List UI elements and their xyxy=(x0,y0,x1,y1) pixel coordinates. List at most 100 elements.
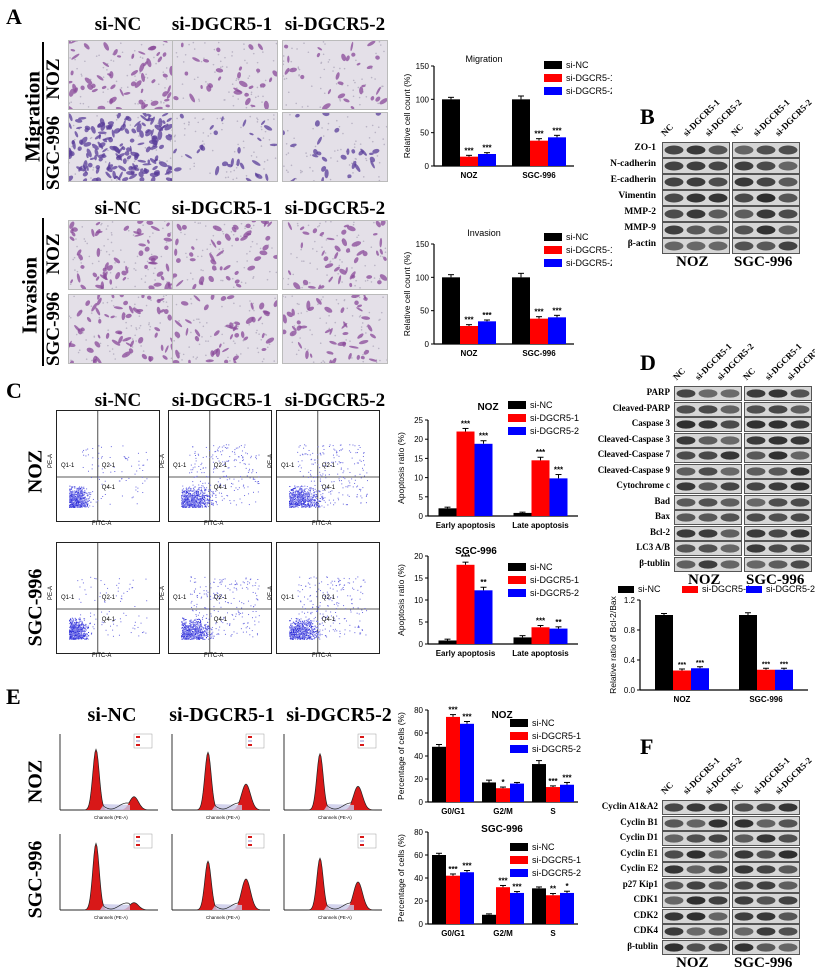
pore xyxy=(247,347,249,349)
pore xyxy=(88,106,90,108)
event xyxy=(314,495,315,496)
event xyxy=(203,467,204,468)
pore xyxy=(74,59,76,61)
band xyxy=(709,242,728,251)
event xyxy=(77,507,78,508)
blot-svg xyxy=(733,239,799,253)
event xyxy=(88,639,89,640)
cell xyxy=(261,348,266,352)
event xyxy=(314,501,315,502)
pore xyxy=(233,286,235,288)
pore xyxy=(233,234,235,236)
pore xyxy=(70,317,72,319)
event xyxy=(253,479,254,480)
band xyxy=(687,210,706,219)
pore xyxy=(150,326,152,328)
event xyxy=(185,492,186,493)
event xyxy=(299,465,300,466)
event xyxy=(185,507,186,508)
pore xyxy=(226,171,228,173)
pore xyxy=(284,78,286,80)
micrograph-image xyxy=(282,220,388,290)
pore xyxy=(72,259,74,261)
event xyxy=(300,489,301,490)
event xyxy=(86,493,87,494)
event xyxy=(245,464,246,465)
pore xyxy=(210,244,212,246)
blot-band-strip xyxy=(732,142,800,158)
event xyxy=(311,459,312,460)
pore xyxy=(362,361,364,363)
pore xyxy=(203,58,205,60)
event xyxy=(94,614,95,615)
pore xyxy=(300,312,302,314)
pore xyxy=(313,361,315,363)
pore xyxy=(330,260,332,262)
pore xyxy=(139,72,141,74)
event xyxy=(101,458,102,459)
cell xyxy=(176,223,183,232)
pore xyxy=(233,170,235,172)
pore xyxy=(367,280,369,282)
pore xyxy=(125,322,127,324)
event xyxy=(181,506,182,507)
event xyxy=(305,500,306,501)
event xyxy=(192,495,193,496)
event xyxy=(215,497,216,498)
event xyxy=(317,503,318,504)
pore xyxy=(385,248,387,250)
event xyxy=(211,502,212,503)
pore xyxy=(230,171,232,173)
pore xyxy=(265,131,267,133)
event xyxy=(251,456,252,457)
pore xyxy=(228,91,230,93)
pore xyxy=(374,132,376,134)
row-label-noz: NOZ xyxy=(43,49,65,109)
event xyxy=(78,630,79,631)
event xyxy=(249,464,250,465)
event xyxy=(194,492,195,493)
event xyxy=(359,460,360,461)
cell xyxy=(237,72,242,79)
cell xyxy=(207,275,215,283)
event xyxy=(312,501,313,502)
cell xyxy=(157,56,163,63)
cell xyxy=(153,282,162,287)
cell xyxy=(203,304,210,312)
event xyxy=(357,452,358,453)
event xyxy=(89,494,90,495)
pore xyxy=(289,114,291,116)
flow-y-axis-label: PE-A xyxy=(160,454,166,468)
event xyxy=(217,458,218,459)
pore xyxy=(371,77,373,79)
column-header: si-NC xyxy=(68,14,168,36)
pore xyxy=(156,149,158,151)
cell xyxy=(140,88,143,93)
pore xyxy=(320,88,322,90)
event xyxy=(208,491,209,492)
event xyxy=(84,492,85,493)
cell xyxy=(245,177,252,181)
pore xyxy=(135,327,137,329)
event xyxy=(198,492,199,493)
event xyxy=(225,476,226,477)
cell xyxy=(188,251,194,257)
pore xyxy=(379,360,381,362)
event xyxy=(86,630,87,631)
protein-label: ZO-1 xyxy=(610,143,656,153)
event xyxy=(83,626,84,627)
pore xyxy=(188,124,190,126)
pore xyxy=(159,322,161,324)
cell xyxy=(375,86,381,95)
event xyxy=(317,506,318,507)
event xyxy=(199,487,200,488)
column-header: si-DGCR5-2 xyxy=(280,198,390,220)
event xyxy=(105,481,106,482)
event xyxy=(189,472,190,473)
event xyxy=(195,458,196,459)
cell xyxy=(173,360,179,363)
event xyxy=(131,466,132,467)
event xyxy=(289,501,290,502)
